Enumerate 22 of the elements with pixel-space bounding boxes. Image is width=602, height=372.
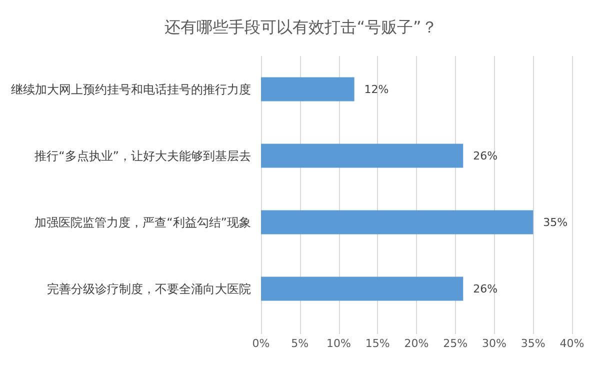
bar: [261, 77, 354, 102]
y-tick-label: 加强医院监管力度，严查“利益勾结”现象: [34, 215, 251, 230]
bar: [261, 144, 464, 168]
chart-title: 还有哪些手段可以有效打击“号贩子”？: [164, 18, 438, 36]
data-label: 12%: [364, 82, 389, 96]
x-tick-label: 30%: [482, 337, 506, 350]
x-tick-label: 15%: [365, 337, 390, 350]
x-tick-label: 25%: [443, 337, 468, 350]
data-label: 26%: [473, 149, 498, 162]
x-tick-label: 20%: [404, 337, 429, 350]
data-label: 35%: [543, 216, 568, 229]
bar: [261, 276, 464, 301]
x-tick-label: 0%: [252, 337, 270, 350]
y-tick-label: 推行“多点执业”，让好大夫能够到基层去: [34, 148, 251, 163]
x-tick-label: 40%: [560, 337, 584, 350]
x-tick-label: 35%: [520, 337, 546, 350]
x-tick-label: 10%: [326, 337, 351, 350]
x-tick-label: 5%: [291, 337, 309, 350]
bar: [261, 210, 534, 234]
data-label: 26%: [473, 282, 498, 296]
y-tick-label: 继续加大网上预约挂号和电话挂号的推行力度: [11, 82, 251, 96]
y-tick-label: 完善分级诊疗制度，不要全涌向大医院: [47, 282, 251, 296]
